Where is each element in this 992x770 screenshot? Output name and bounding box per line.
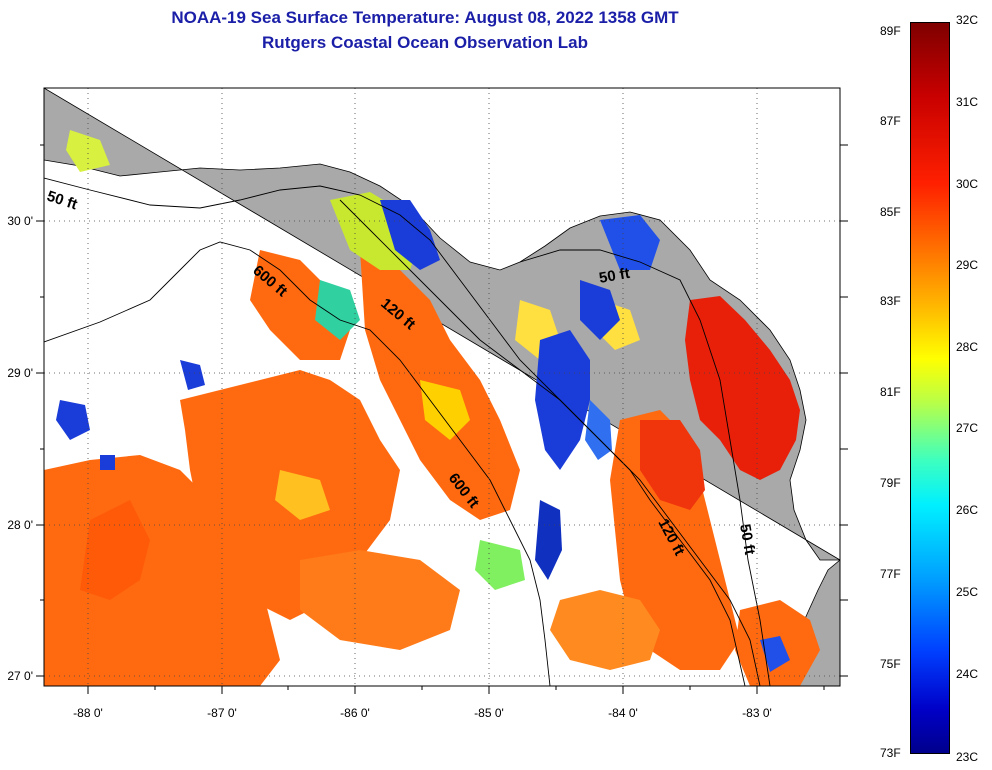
axis-ticks xyxy=(36,144,848,694)
lat-label: 29 0' xyxy=(7,366,33,380)
colorbar-f-label: 89F xyxy=(880,24,901,38)
lon-label: -86 0' xyxy=(340,706,370,720)
map-subtitle: Rutgers Coastal Ocean Observation Lab xyxy=(262,33,588,52)
colorbar-c-label: 23C xyxy=(956,750,979,764)
colorbar-c-label: 32C xyxy=(956,13,979,27)
colorbar-f-label: 81F xyxy=(880,385,901,399)
sst-map: -88 0' -87 0' -86 0' -85 0' -84 0' -83 0… xyxy=(7,87,848,720)
contour-label: 50 ft xyxy=(598,265,631,287)
lat-label: 27 0' xyxy=(7,669,33,683)
temperature-colorbar: 89F 87F 85F 83F 81F 79F 77F 75F 73F 32C … xyxy=(860,0,992,770)
map-title: NOAA-19 Sea Surface Temperature: August … xyxy=(171,8,679,27)
colorbar-c-label: 28C xyxy=(956,340,979,354)
colorbar-f-label: 73F xyxy=(880,746,901,760)
colorbar-f-label: 77F xyxy=(880,567,901,581)
colorbar-f-label: 79F xyxy=(880,476,901,490)
colorbar-c-label: 26C xyxy=(956,503,979,517)
colorbar-f-label: 87F xyxy=(880,114,901,128)
colorbar-c-label: 27C xyxy=(956,421,979,435)
lat-label: 30 0' xyxy=(7,214,33,228)
lon-label: -84 0' xyxy=(608,706,638,720)
cool-water-region xyxy=(56,200,790,672)
colorbar-c-label: 25C xyxy=(956,585,979,599)
lon-label: -83 0' xyxy=(742,706,772,720)
lat-label: 28 0' xyxy=(7,518,33,532)
lon-label: -88 0' xyxy=(73,706,103,720)
colorbar-f-label: 75F xyxy=(880,657,901,671)
lon-label: -85 0' xyxy=(474,706,504,720)
colorbar-c-label: 31C xyxy=(956,95,979,109)
colorbar-gradient xyxy=(910,22,950,754)
colorbar-c-label: 29C xyxy=(956,258,979,272)
hot-water-region xyxy=(640,296,800,510)
colorbar-c-label: 24C xyxy=(956,667,979,681)
contour-label: 50 ft xyxy=(736,523,758,556)
colorbar-c-label: 30C xyxy=(956,177,979,191)
colorbar-f-label: 85F xyxy=(880,205,901,219)
bathymetry-contours xyxy=(44,177,771,686)
map-frame xyxy=(43,87,841,687)
colorbar-f-label: 83F xyxy=(880,294,901,308)
lon-label: -87 0' xyxy=(207,706,237,720)
